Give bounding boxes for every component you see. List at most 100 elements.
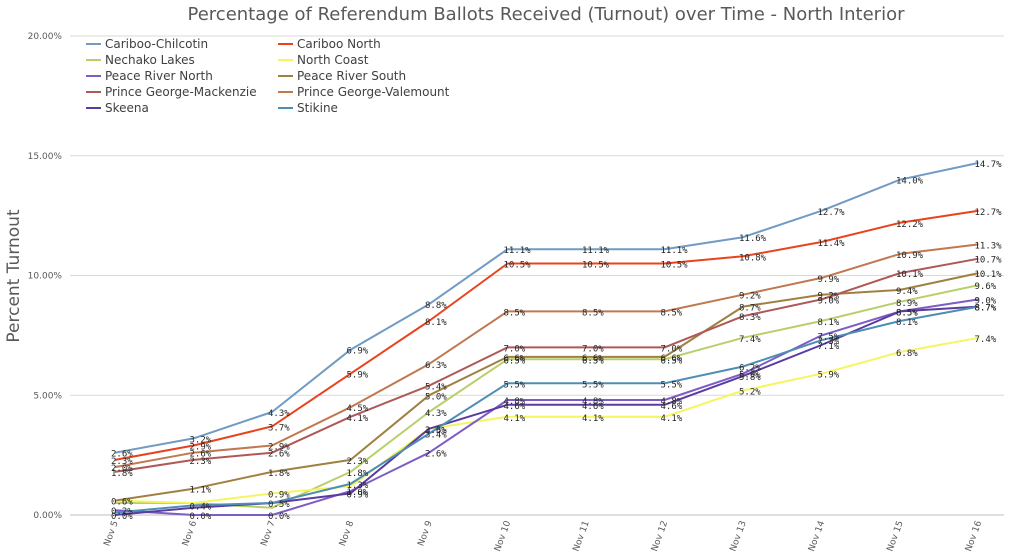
legend-entry: Cariboo North	[297, 37, 381, 51]
legend-entry: Cariboo-Chilcotin	[105, 37, 208, 51]
data-label: 9.2%	[739, 292, 761, 302]
data-label: 4.5%	[347, 404, 369, 414]
data-label: 5.5%	[504, 380, 526, 390]
data-label: 0.0%	[190, 512, 212, 522]
x-tick-label: Nov 13	[729, 520, 749, 552]
series-line	[114, 298, 979, 516]
data-label: 10.5%	[582, 261, 610, 271]
data-label: 9.4%	[896, 287, 918, 297]
data-label: 8.5%	[896, 308, 918, 318]
data-label: 12.2%	[896, 220, 924, 230]
series-line	[114, 257, 979, 473]
data-label: 2.6%	[190, 450, 212, 460]
gridlines	[70, 35, 1004, 516]
y-axis-label: Percent Turnout	[4, 209, 24, 343]
x-tick-label: Nov 7	[259, 520, 277, 548]
x-tick-label: Nov 10	[493, 519, 513, 552]
data-label: 8.3%	[739, 313, 761, 323]
data-label: 6.6%	[661, 354, 683, 364]
data-label: 6.5%	[504, 356, 526, 366]
series-line	[114, 272, 979, 502]
x-tick-label: Nov 15	[886, 520, 906, 552]
data-label: 10.1%	[975, 270, 1003, 280]
data-label: 8.7%	[739, 304, 761, 314]
data-label: 9.0%	[975, 296, 997, 306]
data-label: 4.8%	[504, 397, 526, 407]
data-label: 4.1%	[504, 414, 526, 424]
series-line	[114, 305, 979, 514]
x-tick-label: Nov 6	[181, 519, 199, 547]
data-label: 6.6%	[582, 354, 604, 364]
data-label: 7.4%	[975, 335, 997, 345]
data-label: 0.9%	[347, 490, 369, 500]
data-label: 5.9%	[818, 371, 840, 381]
data-label: 14.0%	[896, 177, 924, 187]
data-label: 3.3%	[425, 426, 447, 436]
series-line	[114, 161, 979, 454]
data-label: 11.1%	[582, 246, 610, 256]
data-label: 6.8%	[896, 349, 918, 359]
data-label: 7.0%	[661, 344, 683, 354]
series-line	[114, 305, 979, 516]
y-tick-label: 15.00%	[28, 152, 63, 162]
data-label: 4.1%	[582, 414, 604, 424]
legend-entry: Prince George-Mackenzie	[105, 85, 257, 99]
legend-entry: North Coast	[297, 53, 369, 67]
data-label: 12.7%	[975, 208, 1003, 218]
data-label: 6.5%	[661, 356, 683, 366]
x-tick-label: Nov 9	[416, 519, 434, 547]
data-label: 1.8%	[268, 469, 290, 479]
data-label: 8.8%	[425, 301, 447, 311]
legend-entry: Skeena	[105, 101, 149, 115]
legend-entry: Peace River North	[105, 69, 213, 83]
data-label: 8.5%	[582, 308, 604, 318]
data-label: 0.5%	[268, 500, 290, 510]
y-tick-label: 10.00%	[28, 272, 63, 282]
chart-title: Percentage of Referendum Ballots Receive…	[188, 4, 906, 25]
data-label: 3.4%	[425, 431, 447, 441]
data-label: 2.9%	[268, 443, 290, 453]
data-label: 1.3%	[347, 481, 369, 491]
data-label: 5.2%	[739, 387, 761, 397]
data-label: 2.3%	[111, 457, 133, 467]
data-label: 7.5%	[818, 332, 840, 342]
x-tick-label: Nov 8	[338, 519, 356, 547]
data-label: 5.5%	[582, 380, 604, 390]
data-label: 11.6%	[739, 234, 767, 244]
data-label: 8.5%	[661, 308, 683, 318]
data-label: 10.9%	[896, 251, 924, 261]
data-label: 1.8%	[111, 469, 133, 479]
data-label: 9.0%	[818, 296, 840, 306]
data-label: 11.1%	[661, 246, 689, 256]
data-label: 0.6%	[111, 498, 133, 508]
data-label: 7.4%	[739, 335, 761, 345]
data-label: 0.0%	[268, 512, 290, 522]
data-label: 3.2%	[190, 435, 212, 445]
data-label: 7.0%	[582, 344, 604, 354]
data-label: 6.9%	[347, 347, 369, 357]
data-label: 4.1%	[347, 414, 369, 424]
data-label: 4.3%	[425, 409, 447, 419]
data-label: 8.5%	[504, 308, 526, 318]
data-label: 4.6%	[504, 402, 526, 412]
legend: Cariboo-Chilcotin Cariboo North Nechako La…	[86, 37, 450, 115]
data-label: 5.9%	[347, 371, 369, 381]
legend-entry: Prince George-Valemount	[297, 85, 450, 99]
data-label: 4.1%	[661, 414, 683, 424]
data-label: 9.2%	[818, 292, 840, 302]
data-label: 3.6%	[425, 426, 447, 436]
data-label: 8.1%	[818, 318, 840, 328]
data-label: 5.8%	[739, 373, 761, 383]
data-labels: 2.6% 3.2% 4.3% 6.9% 8.8% 11.1% 11.1% 11.1% 11.6%…	[111, 160, 1002, 522]
data-label: 4.6%	[661, 402, 683, 412]
data-label: 6.3%	[425, 361, 447, 371]
data-label: 5.9%	[739, 371, 761, 381]
x-axis-ticks: Nov 5 Nov 6 Nov 7 Nov 8 Nov 9 Nov 10 Nov 11 Nov…	[102, 519, 984, 552]
data-label: 11.1%	[504, 246, 532, 256]
data-label: 10.5%	[504, 261, 532, 271]
data-label: 2.6%	[111, 450, 133, 460]
data-label: 11.4%	[818, 239, 846, 249]
data-label: 2.3%	[347, 457, 369, 467]
data-label: 6.5%	[582, 356, 604, 366]
